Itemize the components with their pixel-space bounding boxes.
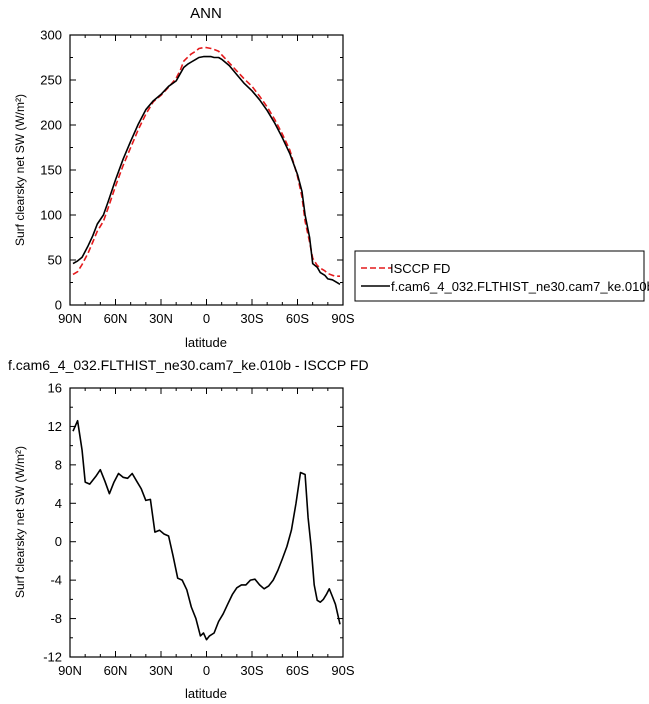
bottom-chart-xtick-label: 30S bbox=[240, 663, 263, 678]
bottom-chart-xtick-label: 60N bbox=[104, 663, 128, 678]
top-chart-xlabel: latitude bbox=[185, 335, 227, 350]
bottom-chart-ytick-label: -12 bbox=[43, 650, 62, 665]
bottom-chart-ytick-label: -4 bbox=[50, 573, 62, 588]
top-chart: ANN 90N 60N 30N 0 30S 60S 90S 0 50 100 150 200 250 30… bbox=[13, 5, 649, 350]
top-chart-ytick-label: 50 bbox=[48, 253, 62, 268]
top-chart-ytick-label: 300 bbox=[40, 28, 62, 43]
top-chart-ytick-label: 150 bbox=[40, 163, 62, 178]
top-chart-xtick-label: 60S bbox=[286, 311, 309, 326]
top-chart-ytick-label: 200 bbox=[40, 118, 62, 133]
legend-label-isccp: ISCCP FD bbox=[390, 261, 450, 276]
top-chart-ytick-label: 0 bbox=[55, 298, 62, 313]
bottom-chart-ytick-label: 4 bbox=[55, 496, 62, 511]
bottom-chart-xtick-label: 90S bbox=[331, 663, 354, 678]
top-chart-xtick-label: 30S bbox=[240, 311, 263, 326]
bottom-chart-title: f.cam6_4_032.FLTHIST_ne30.cam7_ke.010b -… bbox=[8, 357, 369, 373]
top-chart-ticks: 90N 60N 30N 0 30S 60S 90S 0 50 100 150 200 250 300 bbox=[40, 28, 355, 327]
bottom-chart-xtick-label: 90N bbox=[58, 663, 82, 678]
legend-box bbox=[354, 250, 645, 302]
bottom-chart-ticks: 90N 60N 30N 0 30S 60S 90S -12 -8 -4 0 4 8 12 16 bbox=[43, 381, 355, 679]
top-chart-ytick-label: 250 bbox=[40, 73, 62, 88]
top-chart-lines bbox=[72, 46, 341, 285]
top-chart-xtick-label: 30N bbox=[149, 311, 173, 326]
top-chart-series-line-0 bbox=[72, 46, 340, 278]
bottom-chart-ytick-label: -8 bbox=[50, 611, 62, 626]
top-chart-ytick-label: 100 bbox=[40, 208, 62, 223]
top-chart-series-line-1 bbox=[72, 55, 341, 285]
bottom-chart-ytick-label: 0 bbox=[55, 534, 62, 549]
bottom-chart-xtick-label: 0 bbox=[203, 663, 210, 678]
bottom-chart: f.cam6_4_032.FLTHIST_ne30.cam7_ke.010b -… bbox=[8, 357, 369, 701]
bottom-chart-lines bbox=[72, 419, 341, 641]
bottom-chart-ytick-label: 16 bbox=[48, 381, 62, 396]
bottom-chart-ytick-label: 8 bbox=[55, 457, 62, 472]
top-chart-ylabel: Surf clearsky net SW (W/m²) bbox=[13, 94, 27, 246]
bottom-chart-series-line-0 bbox=[72, 419, 341, 641]
bottom-chart-ytick-label: 12 bbox=[48, 419, 62, 434]
legend-label-model: f.cam6_4_032.FLTHIST_ne30.cam7_ke.010b bbox=[391, 279, 649, 294]
top-chart-frame bbox=[69, 34, 344, 306]
top-chart-xtick-label: 0 bbox=[203, 311, 210, 326]
bottom-chart-xtick-label: 30N bbox=[149, 663, 173, 678]
bottom-chart-xlabel: latitude bbox=[185, 686, 227, 701]
top-chart-title: ANN bbox=[190, 5, 222, 22]
top-chart-xtick-label: 60N bbox=[104, 311, 128, 326]
top-chart-legend: ISCCP FD f.cam6_4_032.FLTHIST_ne30.cam7_… bbox=[354, 250, 649, 302]
bottom-chart-xtick-label: 60S bbox=[286, 663, 309, 678]
bottom-chart-frame bbox=[69, 387, 344, 658]
bottom-chart-ylabel: Surf clearsky net SW (W/m²) bbox=[13, 446, 27, 598]
top-chart-xtick-label: 90N bbox=[58, 311, 82, 326]
top-chart-xtick-label: 90S bbox=[331, 311, 354, 326]
